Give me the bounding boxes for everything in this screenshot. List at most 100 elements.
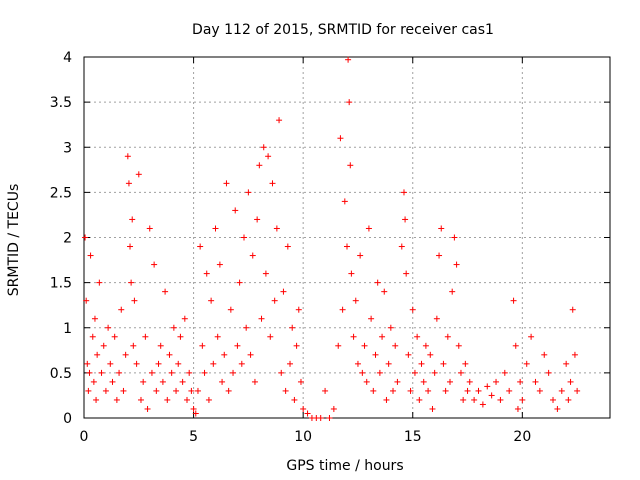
data-point xyxy=(574,387,581,394)
data-point xyxy=(451,234,458,241)
data-points-layer xyxy=(82,56,581,421)
data-point xyxy=(256,162,263,169)
data-point xyxy=(363,378,370,385)
data-point xyxy=(442,387,449,394)
data-point xyxy=(168,369,175,376)
x-tick-label: 0 xyxy=(80,429,89,445)
data-point xyxy=(433,315,440,322)
data-point xyxy=(291,396,298,403)
data-point xyxy=(265,153,272,160)
data-point xyxy=(409,306,416,313)
data-point xyxy=(295,306,302,313)
data-point xyxy=(357,252,364,259)
data-point xyxy=(394,378,401,385)
data-point xyxy=(341,198,348,205)
data-point xyxy=(236,279,243,286)
data-point xyxy=(116,369,123,376)
data-point xyxy=(90,378,97,385)
data-point xyxy=(131,297,138,304)
data-point xyxy=(179,378,186,385)
data-point xyxy=(464,387,471,394)
data-point xyxy=(407,387,414,394)
data-point xyxy=(197,243,204,250)
data-point xyxy=(230,369,237,376)
data-point xyxy=(208,297,215,304)
data-point xyxy=(118,306,125,313)
y-tick-label: 2.5 xyxy=(50,185,72,201)
data-point xyxy=(282,387,289,394)
data-point xyxy=(374,279,381,286)
data-point xyxy=(262,270,269,277)
data-point xyxy=(267,333,274,340)
data-point xyxy=(400,189,407,196)
data-point xyxy=(284,243,291,250)
data-point xyxy=(258,315,265,322)
data-point xyxy=(536,387,543,394)
data-point xyxy=(137,396,144,403)
data-point xyxy=(335,342,342,349)
data-point xyxy=(287,360,294,367)
y-tick-label: 2 xyxy=(63,231,72,247)
data-point xyxy=(232,207,239,214)
data-point xyxy=(128,279,135,286)
data-point xyxy=(148,369,155,376)
data-point xyxy=(240,234,247,241)
data-point xyxy=(457,369,464,376)
data-point xyxy=(453,261,460,268)
data-point xyxy=(192,410,199,417)
data-point xyxy=(528,333,535,340)
data-point xyxy=(140,378,147,385)
data-point xyxy=(347,162,354,169)
data-point xyxy=(227,306,234,313)
data-point xyxy=(243,324,250,331)
data-point xyxy=(390,387,397,394)
data-point xyxy=(89,333,96,340)
data-point xyxy=(83,297,90,304)
data-point xyxy=(368,315,375,322)
data-point xyxy=(249,252,256,259)
data-point xyxy=(219,378,226,385)
data-point xyxy=(125,180,132,187)
data-point xyxy=(254,216,261,223)
data-point xyxy=(127,243,134,250)
data-point xyxy=(475,387,482,394)
data-point xyxy=(460,396,467,403)
data-point xyxy=(427,351,434,358)
data-point xyxy=(514,405,521,412)
data-point xyxy=(85,387,92,394)
data-point xyxy=(181,315,188,322)
data-point xyxy=(273,225,280,232)
data-point xyxy=(212,225,219,232)
data-point xyxy=(370,387,377,394)
data-point xyxy=(554,405,561,412)
data-point xyxy=(471,396,478,403)
data-point xyxy=(100,342,107,349)
data-point xyxy=(425,387,432,394)
data-point xyxy=(177,333,184,340)
data-point xyxy=(271,297,278,304)
data-point xyxy=(245,189,252,196)
y-tick-label: 1.5 xyxy=(50,276,72,292)
data-point xyxy=(155,360,162,367)
data-point xyxy=(510,297,517,304)
plot-area-frame xyxy=(83,56,611,419)
data-point xyxy=(519,396,526,403)
data-point xyxy=(297,378,304,385)
data-point xyxy=(205,396,212,403)
data-point xyxy=(151,261,158,268)
data-point xyxy=(234,342,241,349)
data-point xyxy=(98,369,105,376)
data-point xyxy=(444,333,451,340)
data-point xyxy=(422,342,429,349)
data-point xyxy=(501,369,508,376)
data-point xyxy=(129,216,136,223)
data-point xyxy=(175,360,182,367)
data-point xyxy=(135,171,142,178)
data-point xyxy=(512,342,519,349)
data-point xyxy=(497,396,504,403)
data-point xyxy=(479,401,486,408)
data-point xyxy=(86,369,93,376)
data-point xyxy=(414,333,421,340)
data-point xyxy=(251,378,258,385)
data-point xyxy=(337,135,344,142)
